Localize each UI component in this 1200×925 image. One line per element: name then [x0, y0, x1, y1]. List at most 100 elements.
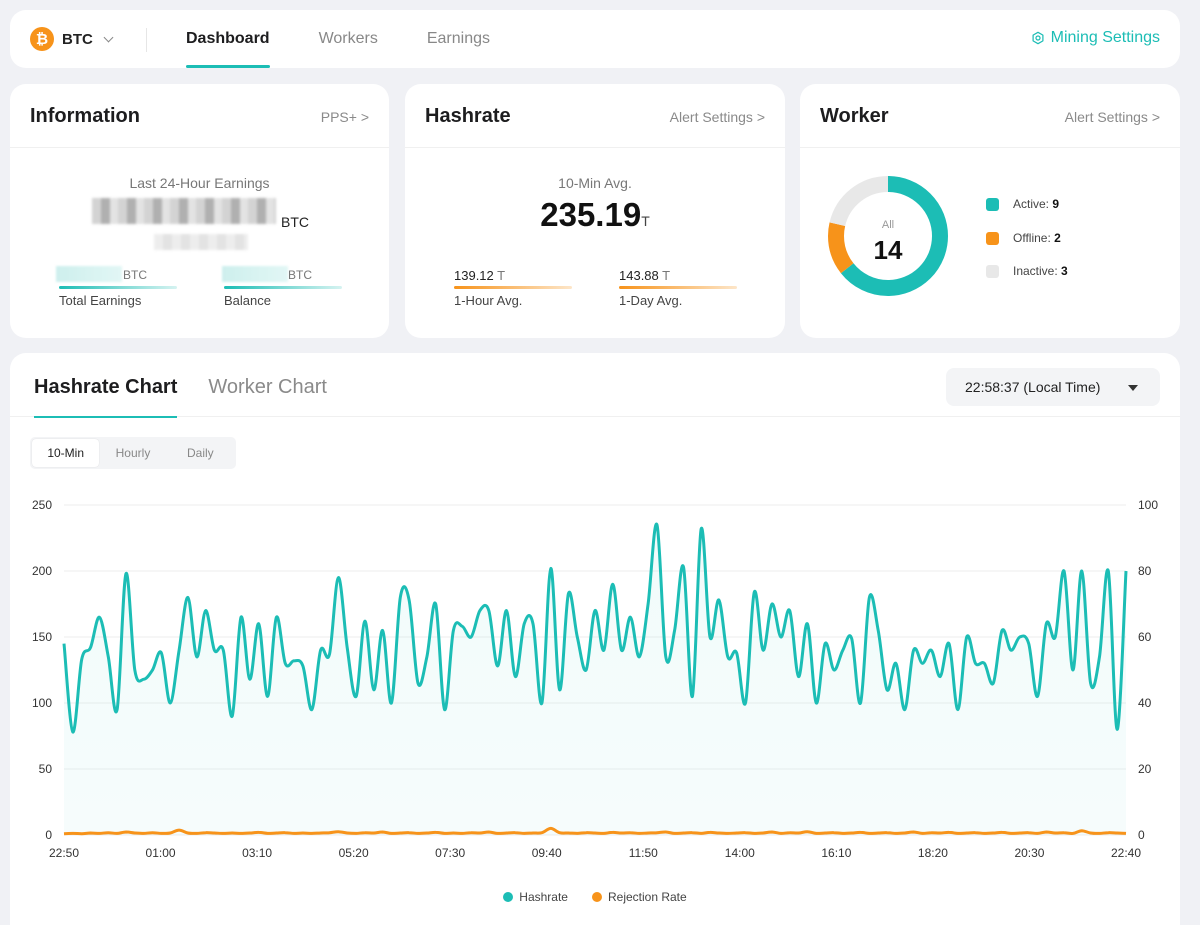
total-earnings-label: Total Earnings [59, 293, 142, 308]
x-axis: 22:50 01:00 03:10 05:20 07:30 09:40 11:50 14:00… [49, 846, 1141, 860]
earnings-fiat-masked [154, 234, 248, 250]
x-tick-label: 22:40 [1111, 846, 1141, 860]
time-select-value: 22:58:37 (Local Time) [965, 379, 1101, 395]
d1-value: 143.88 T [619, 268, 671, 283]
earnings-unit: BTC [281, 214, 309, 230]
total-earnings-bar [59, 286, 177, 289]
gear-icon [1032, 31, 1044, 45]
tab-worker-chart[interactable]: Worker Chart [208, 376, 327, 398]
d1-label: 1-Day Avg. [619, 293, 683, 308]
active-count: 9 [1052, 197, 1060, 211]
earnings-value-masked [92, 198, 276, 224]
d1-bar [619, 286, 737, 289]
y-left-tick-label: 250 [32, 498, 52, 512]
offline-count: 2 [1054, 231, 1061, 245]
worker-donut: All 14 [828, 176, 948, 296]
active-swatch [986, 197, 999, 211]
inactive-label: Inactive: [1013, 264, 1058, 278]
information-title: Information [30, 105, 140, 127]
y-axis-right: 0 20 40 60 80 100 [1138, 498, 1158, 842]
offline-label: Offline: [1013, 231, 1051, 245]
h1-value: 139.12 T [454, 268, 506, 283]
donut-arc-active[interactable] [828, 176, 948, 296]
balance-bar [224, 286, 342, 289]
range-hourly[interactable]: Hourly [115, 446, 151, 460]
h1-label: 1-Hour Avg. [454, 293, 523, 308]
offline-swatch [986, 231, 999, 245]
x-tick-label: 16:10 [821, 846, 851, 860]
earnings-label: Last 24-Hour Earnings [129, 175, 270, 191]
hashrate-card: Hashrate Alert Settings > 10-Min Avg. 23… [405, 84, 785, 338]
coin-selector[interactable]: ₿ BTC [30, 27, 114, 51]
x-tick-label: 20:30 [1014, 846, 1044, 860]
active-label: Active: [1013, 197, 1050, 211]
y-right-tick-label: 0 [1138, 828, 1145, 842]
y-right-tick-label: 20 [1138, 762, 1152, 776]
worker-legend-inactive[interactable]: Inactive: 3 [986, 264, 1068, 278]
hashrate-title: Hashrate [425, 105, 511, 127]
tab-dashboard[interactable]: Dashboard [186, 10, 270, 68]
y-left-tick-label: 100 [32, 696, 52, 710]
y-left-tick-label: 50 [39, 762, 53, 776]
balance-unit: BTC [288, 268, 312, 282]
donut-arcs [828, 176, 948, 296]
inactive-swatch [986, 264, 999, 278]
pps-link[interactable]: PPS+ > [320, 109, 369, 125]
x-tick-label: 01:00 [146, 846, 176, 860]
tab-earnings[interactable]: Earnings [426, 30, 490, 47]
caret-down-icon [1128, 385, 1138, 391]
total-earnings-unit: BTC [123, 268, 147, 282]
legend-rejection-rate[interactable]: Rejection Rate [591, 890, 687, 904]
balance-label: Balance [224, 293, 271, 308]
worker-title: Worker [820, 105, 889, 127]
bitcoin-icon: ₿ [30, 27, 54, 51]
y-right-tick-label: 100 [1138, 498, 1158, 512]
chart-legend: Hashrate Rejection Rate [10, 890, 1180, 904]
worker-alert-settings-link[interactable]: Alert Settings > [1064, 109, 1160, 125]
top-bar: ₿ BTC Dashboard Workers Earnings Mining … [10, 10, 1180, 68]
y-left-tick-label: 200 [32, 564, 52, 578]
x-tick-label: 07:30 [435, 846, 465, 860]
worker-card: Worker Alert Settings > [800, 84, 1180, 338]
x-tick-label: 05:20 [339, 846, 369, 860]
main-nav: Dashboard Workers Earnings [186, 10, 490, 68]
donut-all-label: All [882, 219, 894, 231]
legend-hashrate[interactable]: Hashrate [503, 890, 568, 904]
worker-legend-offline[interactable]: Offline: 2 [986, 231, 1061, 245]
time-select[interactable]: 22:58:37 (Local Time) [946, 368, 1160, 406]
range-10min[interactable]: 10-Min [32, 439, 100, 467]
x-tick-label: 18:20 [918, 846, 948, 860]
x-tick-label: 11:50 [629, 846, 658, 860]
h1-bar [454, 286, 572, 289]
x-tick-label: 09:40 [532, 846, 562, 860]
tab-hashrate-chart[interactable]: Hashrate Chart [34, 353, 178, 418]
x-tick-label: 03:10 [242, 846, 272, 860]
total-earnings-masked [56, 266, 122, 282]
coin-name: BTC [62, 30, 93, 48]
chevron-down-icon [103, 32, 114, 42]
chart-tabs: Hashrate Chart Worker Chart [34, 353, 327, 418]
hashrate-line [62, 522, 1128, 734]
tab-workers[interactable]: Workers [318, 30, 378, 47]
avg10-value: 235.19T [540, 196, 650, 233]
information-card: Information PPS+ > Last 24-Hour Earnings… [10, 84, 389, 338]
worker-legend-active[interactable]: Active: 9 [986, 197, 1059, 211]
mining-settings-link[interactable]: Mining Settings [1031, 29, 1160, 47]
rejection-rate-line [63, 826, 1127, 836]
y-left-tick-label: 150 [32, 630, 52, 644]
x-tick-label: 22:50 [49, 846, 79, 860]
y-axis-left: 0 50 100 150 200 250 [32, 498, 52, 842]
hashrate-chart: 0 50 100 150 200 250 0 20 40 60 80 100 22:50 01:00 0… [32, 498, 1158, 860]
avg10-label: 10-Min Avg. [558, 175, 632, 191]
donut-arc-offline[interactable] [828, 176, 948, 296]
y-left-tick-label: 0 [45, 828, 52, 842]
x-tick-label: 14:00 [725, 846, 755, 860]
balance-masked [222, 266, 288, 282]
range-daily[interactable]: Daily [186, 446, 214, 460]
y-right-tick-label: 40 [1138, 696, 1152, 710]
divider [146, 28, 147, 52]
inactive-count: 3 [1061, 264, 1068, 278]
y-right-tick-label: 80 [1138, 564, 1152, 578]
donut-total: 14 [874, 235, 903, 265]
hashrate-alert-settings-link[interactable]: Alert Settings > [669, 109, 765, 125]
